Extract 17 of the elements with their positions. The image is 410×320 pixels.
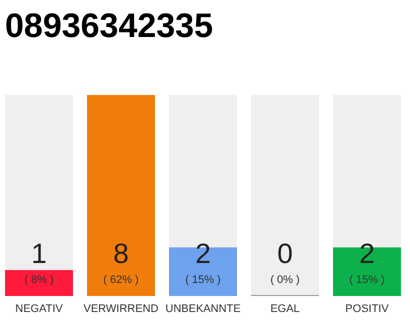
x-tick-label: EGAL — [270, 303, 300, 315]
data-label: ( 62% ) — [103, 274, 139, 286]
bar — [5, 270, 73, 296]
annotation: 1 — [31, 238, 47, 269]
chart-title: 08936342335 — [5, 7, 214, 45]
annotation: 0 — [277, 238, 293, 269]
x-tick-label: POSITIV — [345, 303, 390, 315]
data-label: ( 0% ) — [270, 274, 300, 286]
x-tick-label: VERWIRREND — [84, 303, 159, 315]
annotation: 8 — [113, 238, 129, 269]
annotation: 2 — [195, 238, 211, 269]
data-label: ( 15% ) — [185, 274, 221, 286]
annotation: 2 — [359, 238, 375, 269]
x-tick-label: UNBEKANNTE — [165, 303, 241, 315]
x-tick-label: NEGATIV — [15, 303, 64, 315]
data-label: ( 8% ) — [24, 274, 54, 286]
data-label: ( 15% ) — [349, 274, 385, 286]
